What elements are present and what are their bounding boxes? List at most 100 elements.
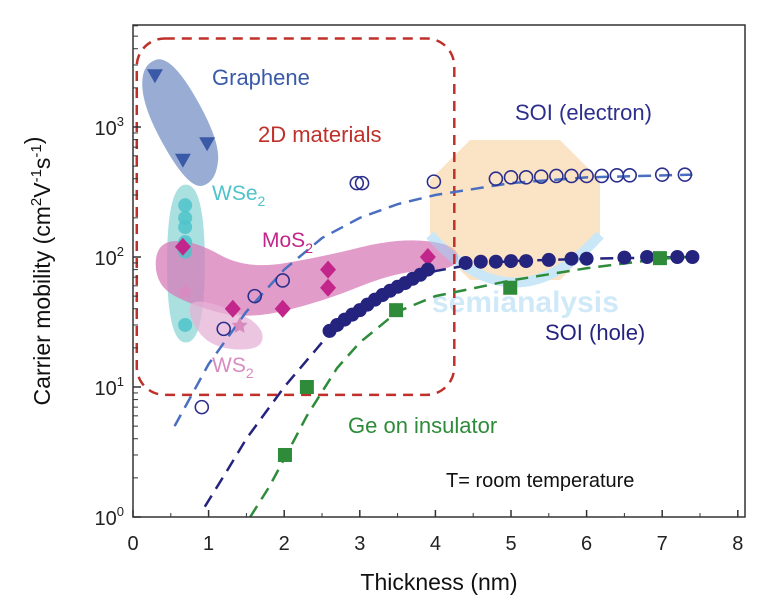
soi-hole-point <box>519 254 534 269</box>
soi-hole-point <box>504 254 518 269</box>
x-tick-label: 2 <box>279 533 290 555</box>
ws2-region <box>189 301 263 350</box>
mos2-region <box>155 240 459 316</box>
soi-electron-point <box>622 168 637 183</box>
mos2-point <box>274 299 291 318</box>
y-label-part: V <box>29 182 55 198</box>
soi-hole-point <box>579 251 594 266</box>
x-tick-label: 7 <box>657 533 668 555</box>
soi-electron-point <box>677 167 693 182</box>
2d-materials-box <box>135 37 456 397</box>
annotation-text: SOI (hole) <box>545 320 645 345</box>
annotation-subscript: 2 <box>258 193 266 209</box>
ge-on-insulator-point <box>299 380 314 394</box>
mos2-point <box>320 278 337 297</box>
x-axis-label: Thickness (nm) <box>360 569 517 595</box>
soi-hole-point <box>670 250 685 264</box>
x-tick-label: 5 <box>505 533 516 555</box>
y-label-part: Carrier mobility (cm <box>29 206 55 405</box>
y-tick-label: 101 <box>95 374 124 400</box>
ge-on-insulator-fit <box>249 255 685 518</box>
semianalysis-watermark: semianalysis <box>426 140 619 319</box>
annotation-soi-hole: SOI (hole) <box>545 320 645 345</box>
data-points <box>146 69 700 462</box>
soi-hole-point <box>617 250 632 265</box>
x-tick-label: 3 <box>354 533 365 555</box>
annotation-ge-on-insulator: Ge on insulator <box>348 413 497 438</box>
annotation-text: SOI (electron) <box>515 100 652 125</box>
y-label-part: s <box>29 158 55 170</box>
y-tick-exponent: 0 <box>117 504 124 519</box>
x-tick-label: 0 <box>127 533 138 555</box>
soi-electron-point <box>426 174 442 189</box>
soi-electron-point <box>216 321 232 337</box>
graphene-region <box>142 59 219 186</box>
graphene-point <box>199 137 216 152</box>
annotation-text: WSe <box>212 182 258 205</box>
ge-on-insulator-point <box>389 303 404 318</box>
soi-electron-point <box>503 170 519 185</box>
x-tick-label: 8 <box>732 533 743 555</box>
soi-electron-point <box>354 175 370 191</box>
mos2-point <box>224 299 241 318</box>
y-tick-exponent: 2 <box>117 244 124 259</box>
mos2-point <box>320 260 337 279</box>
soi-electron-point <box>275 273 290 288</box>
soi-electron-point <box>247 288 263 304</box>
ge-on-insulator-point <box>277 447 292 462</box>
y-tick-base: 10 <box>95 508 117 530</box>
x-tick-label: 1 <box>203 533 214 555</box>
wse2-point <box>178 317 193 332</box>
ws2-point <box>177 282 194 299</box>
soi-electron-point <box>533 169 549 184</box>
soi-hole-point <box>564 251 579 266</box>
y-tick-label: 102 <box>95 244 124 270</box>
annotation-t-room-temperature: T= room temperature <box>446 470 634 492</box>
y-label-part: -1 <box>28 169 45 182</box>
annotation-subscript: 2 <box>305 240 313 256</box>
soi-electron-point <box>349 175 365 191</box>
mos2-point <box>174 237 191 256</box>
annotation-soi-electron: SOI (electron) <box>515 100 652 125</box>
soi-electron-point <box>654 167 670 182</box>
y-label-part: ) <box>20 137 46 145</box>
y-tick-exponent: 1 <box>117 374 124 389</box>
plot-frame <box>132 24 746 518</box>
wse2-point <box>178 220 193 235</box>
annotation-text: WS <box>212 354 246 377</box>
soi-electron-point <box>549 168 564 184</box>
annotation-text: Ge on insulator <box>348 413 497 438</box>
soi-electron-point <box>194 399 210 415</box>
y-tick-label: 103 <box>95 114 124 140</box>
annotation-ws: WS2 <box>212 354 254 381</box>
soi-hole-point <box>458 255 473 270</box>
graphene-point <box>174 153 191 168</box>
annotation-text: 2D materials <box>258 122 381 147</box>
soi-hole-point <box>685 250 700 264</box>
ge-on-insulator-point <box>503 280 518 295</box>
annotation-graphene: Graphene <box>212 65 310 90</box>
annotation-text: MoS <box>262 229 305 252</box>
annotation-text: Graphene <box>212 65 310 90</box>
y-axis-label: Carrier mobility (cm2V-1s-1) <box>20 137 55 406</box>
y-tick-exponent: 3 <box>117 114 124 129</box>
y-tick-base: 10 <box>95 248 117 270</box>
annotation-mos: MoS2 <box>262 229 313 256</box>
soi-hole-point <box>420 262 435 277</box>
watermark-logo-icon <box>430 140 600 280</box>
annotation-text: T= room temperature <box>446 470 634 492</box>
graphene-point <box>146 69 163 84</box>
soi-electron-point <box>594 168 610 184</box>
y-label-part: 2 <box>28 198 45 206</box>
annotation-wse: WSe2 <box>212 182 266 209</box>
x-tick-label: 6 <box>581 533 592 555</box>
soi-electron-point <box>488 171 504 187</box>
annotation-subscript: 2 <box>246 365 254 381</box>
ge-on-insulator-point <box>652 251 667 266</box>
soi-hole-point <box>640 250 655 264</box>
x-axis: 0 1 2 3 4 5 6 7 8 <box>127 510 743 555</box>
soi-hole-point <box>488 254 503 269</box>
soi-hole-point <box>541 252 556 267</box>
